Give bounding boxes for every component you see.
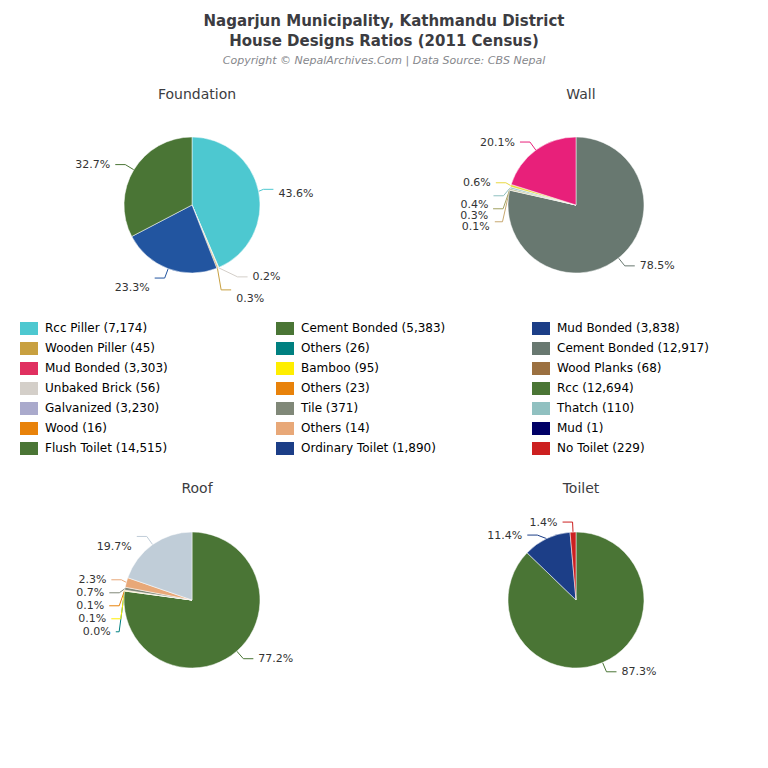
svg-text:0.1%: 0.1% xyxy=(76,599,104,612)
svg-text:Mud (1): Mud (1) xyxy=(557,421,603,435)
svg-text:2.3%: 2.3% xyxy=(78,573,106,586)
svg-text:Ordinary Toilet (1,890): Ordinary Toilet (1,890) xyxy=(301,441,436,455)
svg-text:78.5%: 78.5% xyxy=(640,259,675,272)
svg-text:0.1%: 0.1% xyxy=(78,612,106,625)
svg-text:0.6%: 0.6% xyxy=(463,176,491,189)
svg-text:Bamboo (95): Bamboo (95) xyxy=(301,361,379,375)
svg-text:Copyright © NepalArchives.Com: Copyright © NepalArchives.Com | Data Sou… xyxy=(223,54,545,67)
svg-text:77.2%: 77.2% xyxy=(258,652,293,665)
svg-text:Nagarjun Municipality, Kathman: Nagarjun Municipality, Kathmandu Distric… xyxy=(204,12,565,30)
svg-text:20.1%: 20.1% xyxy=(480,136,515,149)
svg-text:Wall: Wall xyxy=(566,86,595,102)
svg-text:Tile (371): Tile (371) xyxy=(300,401,358,415)
svg-text:Rcc (12,694): Rcc (12,694) xyxy=(557,381,634,395)
svg-text:Others (26): Others (26) xyxy=(301,341,370,355)
svg-text:32.7%: 32.7% xyxy=(75,158,110,171)
svg-text:Cement Bonded (5,383): Cement Bonded (5,383) xyxy=(301,321,445,335)
svg-text:Rcc Piller (7,174): Rcc Piller (7,174) xyxy=(45,321,147,335)
svg-text:No Toilet (229): No Toilet (229) xyxy=(557,441,645,455)
svg-text:Foundation: Foundation xyxy=(158,86,236,102)
svg-text:87.3%: 87.3% xyxy=(621,665,656,678)
svg-text:Wood (16): Wood (16) xyxy=(45,421,107,435)
svg-text:0.2%: 0.2% xyxy=(253,270,281,283)
svg-text:Roof: Roof xyxy=(181,480,213,496)
svg-text:19.7%: 19.7% xyxy=(97,540,132,553)
svg-text:0.3%: 0.3% xyxy=(236,292,264,305)
svg-text:Toilet: Toilet xyxy=(562,480,600,496)
svg-text:43.6%: 43.6% xyxy=(278,187,313,200)
svg-text:0.3%: 0.3% xyxy=(460,209,489,223)
svg-text:1.4%: 1.4% xyxy=(530,516,558,529)
svg-text:Others (14): Others (14) xyxy=(301,421,370,435)
svg-text:Wooden Piller (45): Wooden Piller (45) xyxy=(45,341,155,355)
svg-text:Cement Bonded (12,917): Cement Bonded (12,917) xyxy=(557,341,709,355)
svg-text:Flush Toilet (14,515): Flush Toilet (14,515) xyxy=(45,441,167,455)
svg-text:11.4%: 11.4% xyxy=(487,529,522,542)
svg-text:0.7%: 0.7% xyxy=(76,586,104,599)
svg-text:Unbaked Brick (56): Unbaked Brick (56) xyxy=(45,381,160,395)
svg-text:23.3%: 23.3% xyxy=(115,281,150,294)
svg-text:Wood Planks (68): Wood Planks (68) xyxy=(557,361,661,375)
svg-text:House Designs Ratios (2011 Cen: House Designs Ratios (2011 Census) xyxy=(229,32,539,50)
svg-text:0.0%: 0.0% xyxy=(83,625,111,638)
svg-text:Mud Bonded (3,838): Mud Bonded (3,838) xyxy=(557,321,680,335)
svg-text:0.1%: 0.1% xyxy=(461,220,490,234)
svg-text:Thatch (110): Thatch (110) xyxy=(556,401,634,415)
svg-text:0.4%: 0.4% xyxy=(461,198,489,211)
svg-text:Galvanized (3,230): Galvanized (3,230) xyxy=(45,401,159,415)
svg-text:Others (23): Others (23) xyxy=(301,381,370,395)
svg-text:Mud Bonded (3,303): Mud Bonded (3,303) xyxy=(45,361,168,375)
